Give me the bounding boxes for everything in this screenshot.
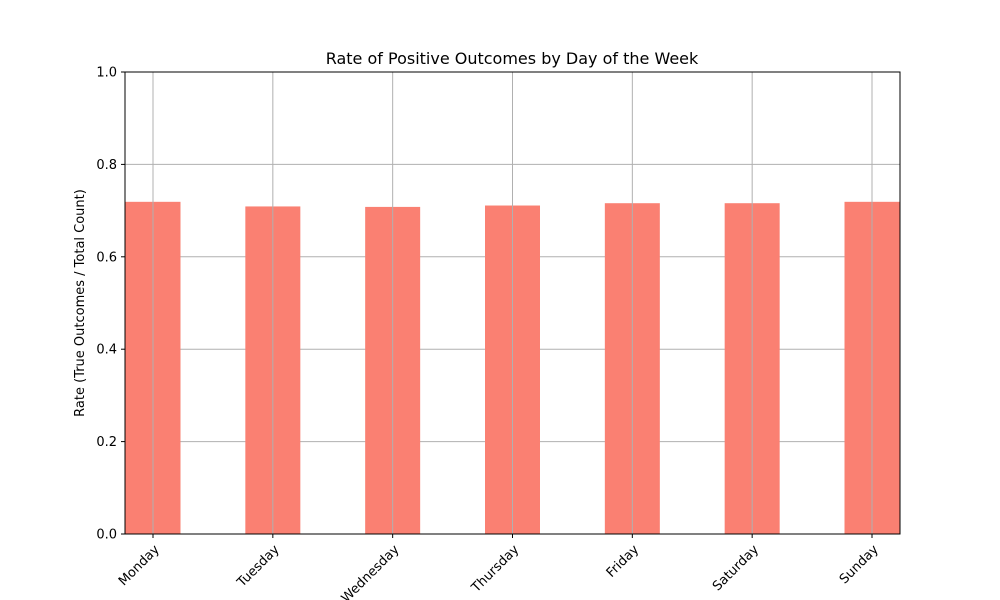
- x-tick-label: Wednesday: [339, 542, 403, 600]
- y-tick-label: 0.6: [96, 250, 117, 265]
- x-tick-label: Thursday: [468, 542, 522, 596]
- y-tick-label: 1.0: [96, 66, 117, 81]
- y-tick-label: 0.2: [96, 435, 117, 450]
- y-tick-label: 0.4: [96, 343, 117, 358]
- x-tick-label: Tuesday: [234, 542, 283, 591]
- x-grid-lines: [152, 72, 873, 534]
- x-tick-label: Monday: [116, 542, 163, 589]
- y-tick-label: 0.0: [96, 528, 117, 543]
- x-tick-label: Sunday: [837, 542, 882, 587]
- y-tick-label: 0.8: [96, 158, 117, 173]
- y-axis-label: Rate (True Outcomes / Total Count): [73, 189, 88, 417]
- y-axis-ticks: 0.0 0.2 0.4 0.6 0.8 1.0: [96, 66, 125, 543]
- x-tick-label: Saturday: [710, 542, 762, 594]
- x-axis-ticks: Monday Tuesday Wednesday Thursday Friday Satu…: [116, 534, 882, 600]
- chart-title: Rate of Positive Outcomes by Day of the …: [326, 49, 699, 68]
- x-tick-label: Friday: [604, 542, 643, 581]
